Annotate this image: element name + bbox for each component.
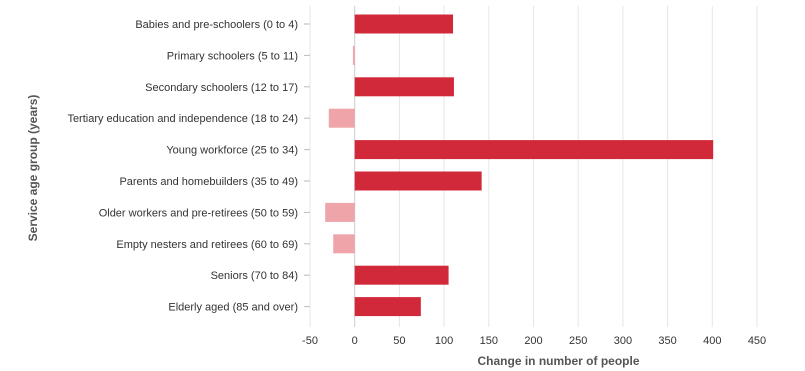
bars [325,14,714,317]
x-tick-label: 350 [658,335,676,347]
category-label: Babies and pre-schoolers (0 to 4) [135,19,298,31]
x-tick-labels: -50 0 50 100 150 200 250 300 350 400 450 [302,335,766,347]
category-label: Primary schoolers (5 to 11) [167,50,298,62]
bar [328,108,355,128]
bar [354,171,482,191]
bar [354,265,449,285]
category-label: Parents and homebuilders (35 to 49) [119,176,298,188]
x-tick-label: 200 [524,335,542,347]
category-label: Older workers and pre-retirees (50 to 59… [99,207,298,219]
x-tick-label: 450 [748,335,766,347]
x-tick-label: 150 [480,335,498,347]
y-axis-title: Service age group (years) [26,95,40,242]
grid-lines [309,6,758,327]
category-labels: Babies and pre-schoolers (0 to 4) Primary… [67,19,310,314]
category-label: Elderly aged (85 and over) [168,302,298,314]
category-label: Empty nesters and retirees (60 to 69) [116,239,298,251]
x-tick-label: 400 [703,335,721,347]
category-label: Tertiary education and independence (18 … [67,113,298,125]
bar [325,202,355,222]
x-tick-label: 0 [352,335,358,347]
bar [354,77,454,97]
category-label: Seniors (70 to 84) [211,270,298,282]
bar [354,140,714,160]
x-tick-label: 50 [393,335,405,347]
x-tick-label: -50 [302,335,318,347]
x-tick-label: 250 [569,335,587,347]
bar [354,14,454,34]
bar [354,297,421,317]
x-axis-title: Change in number of people [477,354,639,368]
category-label: Secondary schoolers (12 to 17) [145,82,298,94]
x-tick-label: 100 [435,335,453,347]
category-label: Young workforce (25 to 34) [166,145,298,157]
bar [333,234,355,254]
bar [352,45,355,65]
x-tick-label: 300 [614,335,632,347]
